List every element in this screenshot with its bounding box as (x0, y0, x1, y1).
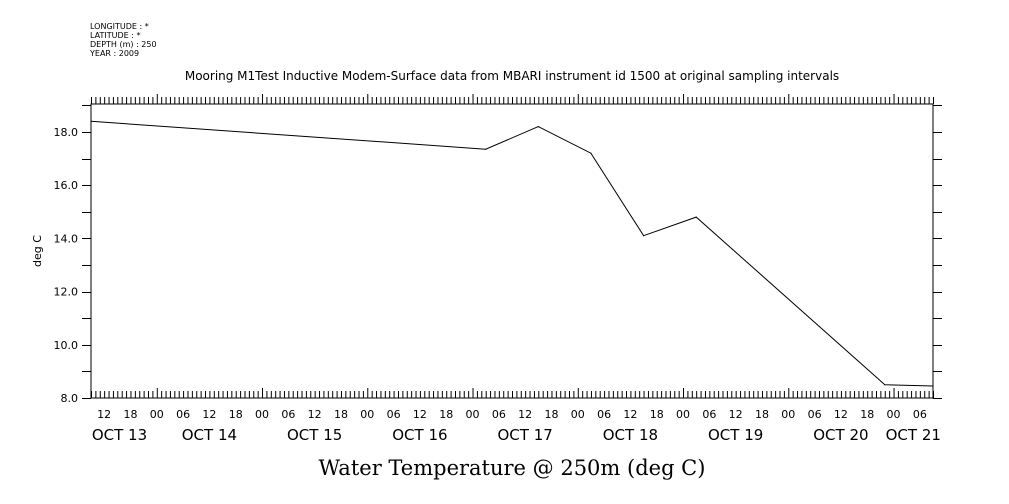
y-tick-label: 12.0 (54, 286, 79, 299)
y-tick-label: 10.0 (54, 339, 79, 352)
x-hour-label: 00 (676, 408, 690, 421)
x-hour-label: 06 (913, 408, 927, 421)
x-hour-label: 18 (439, 408, 453, 421)
year-label: YEAR : 2009 (90, 49, 140, 58)
x-hour-label: 00 (887, 408, 901, 421)
y-tick-label: 14.0 (54, 232, 79, 245)
x-hour-label: 00 (150, 408, 164, 421)
x-hour-label: 12 (834, 408, 848, 421)
x-hour-label: 06 (808, 408, 822, 421)
x-axis-label: Water Temperature @ 250m (deg C) (319, 456, 706, 480)
x-hour-label: 12 (413, 408, 427, 421)
y-tick-label: 16.0 (54, 179, 79, 192)
x-day-label: OCT 20 (813, 426, 868, 444)
x-day-label: OCT 17 (498, 426, 553, 444)
x-hour-label: 12 (308, 408, 322, 421)
x-hour-label: 12 (97, 408, 111, 421)
x-hour-label: 18 (334, 408, 348, 421)
x-hour-label: 12 (202, 408, 216, 421)
x-day-label: OCT 21 (886, 426, 941, 444)
x-hour-label: 00 (466, 408, 480, 421)
x-hour-label: 18 (229, 408, 243, 421)
x-hour-label: 06 (387, 408, 401, 421)
x-hour-label: 06 (492, 408, 506, 421)
y-tick-label: 8.0 (61, 392, 79, 405)
data-point (932, 385, 934, 387)
plot-frame (90, 103, 934, 399)
x-hour-label: 12 (729, 408, 743, 421)
y-tick-label: 18.0 (54, 126, 79, 139)
x-hour-label: 06 (702, 408, 716, 421)
data-point (695, 216, 697, 218)
longitude-label: LONGITUDE : * (90, 22, 149, 31)
data-point (537, 126, 539, 128)
x-hour-label: 12 (518, 408, 532, 421)
x-hour-label: 18 (755, 408, 769, 421)
x-hour-label: 00 (255, 408, 269, 421)
data-point (90, 120, 92, 122)
data-point (884, 384, 886, 386)
x-day-label: OCT 15 (287, 426, 342, 444)
x-hour-label: 18 (650, 408, 664, 421)
x-hour-label: 00 (781, 408, 795, 421)
x-hour-label: 06 (597, 408, 611, 421)
latitude-label: LATITUDE : * (90, 31, 141, 40)
data-point (485, 148, 487, 150)
x-hour-label: 06 (176, 408, 190, 421)
x-day-label: OCT 16 (392, 426, 447, 444)
y-axis-label: deg C (31, 235, 44, 267)
x-hour-label: 00 (571, 408, 585, 421)
x-day-label: OCT 14 (182, 426, 237, 444)
depth-label: DEPTH (m) : 250 (90, 40, 157, 49)
metadata-block: LONGITUDE : * LATITUDE : * DEPTH (m) : 2… (90, 22, 157, 58)
x-hour-label: 00 (360, 408, 374, 421)
chart-title: Mooring M1Test Inductive Modem-Surface d… (185, 69, 839, 83)
data-point (590, 152, 592, 154)
data-point (642, 235, 645, 237)
x-hour-label: 18 (860, 408, 874, 421)
x-day-label: OCT 13 (92, 426, 147, 444)
x-hour-label: 18 (544, 408, 558, 421)
x-day-label: OCT 18 (603, 426, 658, 444)
x-hour-label: 18 (123, 408, 137, 421)
x-hour-label: 06 (281, 408, 295, 421)
x-hour-label: 12 (623, 408, 637, 421)
x-day-label: OCT 19 (708, 426, 763, 444)
series-line-water-temperature (90, 120, 934, 387)
